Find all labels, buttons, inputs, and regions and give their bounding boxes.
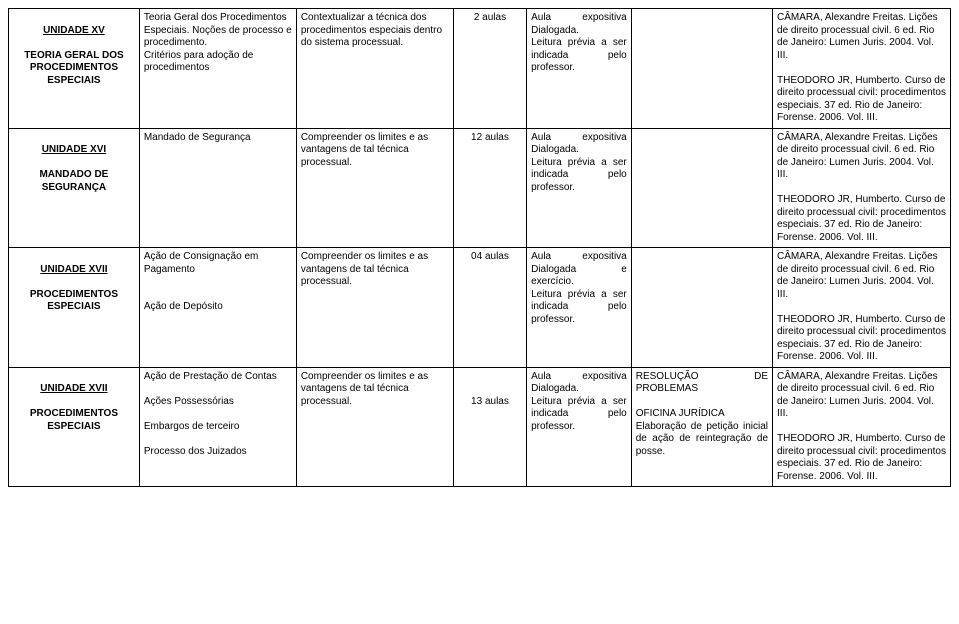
biblio-cell: CÂMARA, Alexandre Freitas. Lições de dir… <box>773 9 951 129</box>
unit-title: UNIDADE XVII <box>13 383 135 396</box>
biblio-cell: CÂMARA, Alexandre Freitas. Lições de dir… <box>773 128 951 248</box>
unit-cell: UNIDADE XVII PROCEDIMENTOS ESPECIAIS <box>9 248 140 368</box>
unit-cell: UNIDADE XVI MANDADO DE SEGURANÇA <box>9 128 140 248</box>
unit-title: UNIDADE XVII <box>13 264 135 277</box>
extra-cell <box>631 248 772 368</box>
table-row: UNIDADE XVI MANDADO DE SEGURANÇA Mandado… <box>9 128 951 248</box>
unit-sub: TEORIA GERAL DOS PROCEDIMENTOS ESPECIAIS <box>13 50 135 88</box>
hours-text: 13 aulas <box>471 396 509 407</box>
method-cell: Aula expositiva Dialogada e exercício. L… <box>527 248 632 368</box>
content-cell: Mandado de Segurança <box>139 128 296 248</box>
syllabus-table: UNIDADE XV TEORIA GERAL DOS PROCEDIMENTO… <box>8 8 951 487</box>
objective-cell: Compreender os limites e as vantagens de… <box>296 367 453 487</box>
method-cell: Aula expositiva Dialogada. Leitura prévi… <box>527 9 632 129</box>
objective-cell: Compreender os limites e as vantagens de… <box>296 248 453 368</box>
content-cell: Ação de Prestação de Contas Ações Posses… <box>139 367 296 487</box>
table-row: UNIDADE XVII PROCEDIMENTOS ESPECIAIS Açã… <box>9 248 951 368</box>
content-cell: Ação de Consignação em Pagamento Ação de… <box>139 248 296 368</box>
table-row: UNIDADE XVII PROCEDIMENTOS ESPECIAIS Açã… <box>9 367 951 487</box>
extra-cell <box>631 9 772 129</box>
content-cell: Teoria Geral dos Procedimentos Especiais… <box>139 9 296 129</box>
method-cell: Aula expositiva Dialogada. Leitura prévi… <box>527 128 632 248</box>
method-cell: Aula expositiva Dialogada. Leitura prévi… <box>527 367 632 487</box>
unit-sub: PROCEDIMENTOS ESPECIAIS <box>13 408 135 433</box>
unit-sub: MANDADO DE SEGURANÇA <box>13 169 135 194</box>
hours-cell: 13 aulas <box>453 367 526 487</box>
hours-cell: 2 aulas <box>453 9 526 129</box>
unit-title: UNIDADE XVI <box>13 144 135 157</box>
objective-cell: Compreender os limites e as vantagens de… <box>296 128 453 248</box>
table-row: UNIDADE XV TEORIA GERAL DOS PROCEDIMENTO… <box>9 9 951 129</box>
biblio-cell: CÂMARA, Alexandre Freitas. Lições de dir… <box>773 248 951 368</box>
hours-cell: 04 aulas <box>453 248 526 368</box>
extra-cell <box>631 128 772 248</box>
biblio-cell: CÂMARA, Alexandre Freitas. Lições de dir… <box>773 367 951 487</box>
unit-cell: UNIDADE XV TEORIA GERAL DOS PROCEDIMENTO… <box>9 9 140 129</box>
unit-title: UNIDADE XV <box>13 25 135 38</box>
unit-sub: PROCEDIMENTOS ESPECIAIS <box>13 289 135 314</box>
objective-cell: Contextualizar a técnica dos procediment… <box>296 9 453 129</box>
hours-cell: 12 aulas <box>453 128 526 248</box>
unit-cell: UNIDADE XVII PROCEDIMENTOS ESPECIAIS <box>9 367 140 487</box>
extra-cell: RESOLUÇÃO DE PROBLEMAS OFICINA JURÍDICA … <box>631 367 772 487</box>
